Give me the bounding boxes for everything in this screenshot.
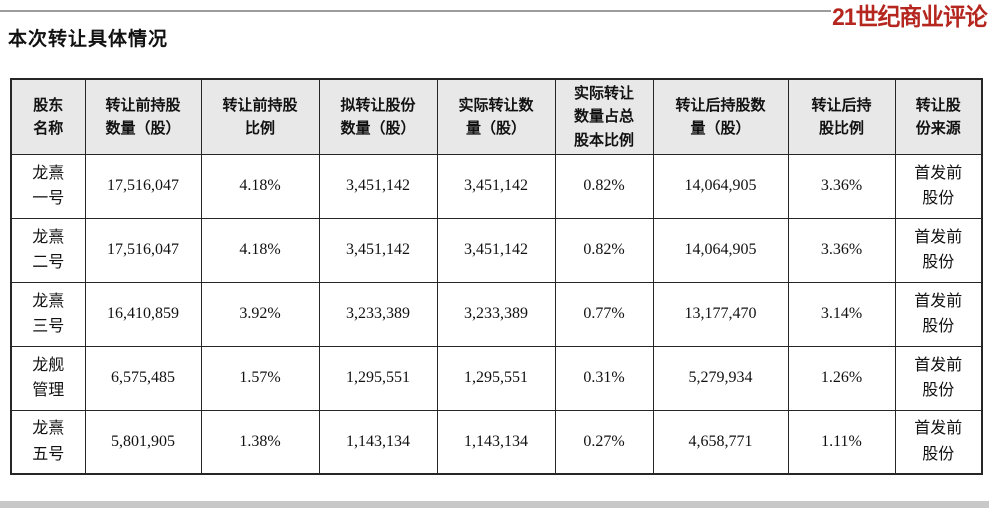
table-cell: 3,451,142 [436,153,556,219]
table-cell: 0.31% [554,345,654,411]
header-row: 股东 名称 转让前持股 数量（股） 转让前持股 比例 拟转让股份 数量（股） 实际转让数… [10,78,983,155]
table-cell: 14,064,905 [652,217,789,283]
header-cell: 转让前持股 比例 [200,78,320,155]
table-cell: 4,658,771 [652,409,789,475]
header-cell: 实际转让数 量（股） [436,78,556,155]
table-body: 龙熹 一号 17,516,047 4.18% 3,451,142 3,451,142 0.… [10,153,983,475]
shareholder-name-cell: 龙熹 一号 [10,153,86,219]
table-cell: 4.18% [200,217,320,283]
table-cell: 0.82% [554,217,654,283]
table-cell: 首发前 股份 [894,153,983,219]
header-cell: 转让前持股 数量（股） [84,78,202,155]
shareholder-name-cell: 龙熹 五号 [10,409,86,475]
table-cell: 3,233,389 [318,281,438,347]
table-cell: 1.38% [200,409,320,475]
table-cell: 1,295,551 [318,345,438,411]
table-cell: 1,295,551 [436,345,556,411]
table-cell: 首发前 股份 [894,217,983,283]
table-cell: 3,451,142 [318,153,438,219]
header-cell: 转让后持 股比例 [787,78,896,155]
table-cell: 首发前 股份 [894,281,983,347]
table-cell: 3.36% [787,153,896,219]
table-cell: 17,516,047 [84,217,202,283]
table-row: 龙熹 五号 5,801,905 1.38% 1,143,134 1,143,134 0.2… [10,409,983,475]
header-cell: 转让股 份来源 [894,78,983,155]
table-cell: 17,516,047 [84,153,202,219]
table-cell: 0.27% [554,409,654,475]
table-row: 龙熹 三号 16,410,859 3.92% 3,233,389 3,233,389 0.… [10,281,983,347]
table-cell: 3.36% [787,217,896,283]
header-cell: 实际转让 数量占总 股本比例 [554,78,654,155]
shareholder-name-cell: 龙舰 管理 [10,345,86,411]
table-row: 龙熹 一号 17,516,047 4.18% 3,451,142 3,451,142 0.… [10,153,983,219]
table-cell: 3.14% [787,281,896,347]
table-cell: 3.92% [200,281,320,347]
table-cell: 3,451,142 [318,217,438,283]
publication-logo: 21世纪商业评论 [832,4,988,31]
table-cell: 首发前 股份 [894,345,983,411]
header-cell: 拟转让股份 数量（股） [318,78,438,155]
table-cell: 16,410,859 [84,281,202,347]
table-cell: 1,143,134 [318,409,438,475]
transfer-details-table: 股东 名称 转让前持股 数量（股） 转让前持股 比例 拟转让股份 数量（股） 实际转让数… [10,78,983,476]
table-cell: 1.26% [787,345,896,411]
table-cell: 1.11% [787,409,896,475]
header-cell: 转让后持股数 量（股） [652,78,789,155]
table-cell: 1,143,134 [436,409,556,475]
shareholder-name-cell: 龙熹 二号 [10,217,86,283]
table-cell: 5,801,905 [84,409,202,475]
table-cell: 1.57% [200,345,320,411]
page-title: 本次转让具体情况 [8,29,169,50]
table-cell: 首发前 股份 [894,409,983,475]
table-cell: 0.82% [554,153,654,219]
header-cell: 股东 名称 [10,78,86,155]
bottom-divider-bar [0,501,989,508]
table-row: 龙熹 二号 17,516,047 4.18% 3,451,142 3,451,142 0.… [10,217,983,283]
table-cell: 3,451,142 [436,217,556,283]
table-cell: 0.77% [554,281,654,347]
table-cell: 13,177,470 [652,281,789,347]
table-cell: 14,064,905 [652,153,789,219]
table-cell: 6,575,485 [84,345,202,411]
table-cell: 4.18% [200,153,320,219]
shareholder-name-cell: 龙熹 三号 [10,281,86,347]
table-row: 龙舰 管理 6,575,485 1.57% 1,295,551 1,295,551 0.3… [10,345,983,411]
table-cell: 5,279,934 [652,345,789,411]
header-divider-line [0,10,831,12]
table-head: 股东 名称 转让前持股 数量（股） 转让前持股 比例 拟转让股份 数量（股） 实际转让数… [10,78,983,155]
table-cell: 3,233,389 [436,281,556,347]
